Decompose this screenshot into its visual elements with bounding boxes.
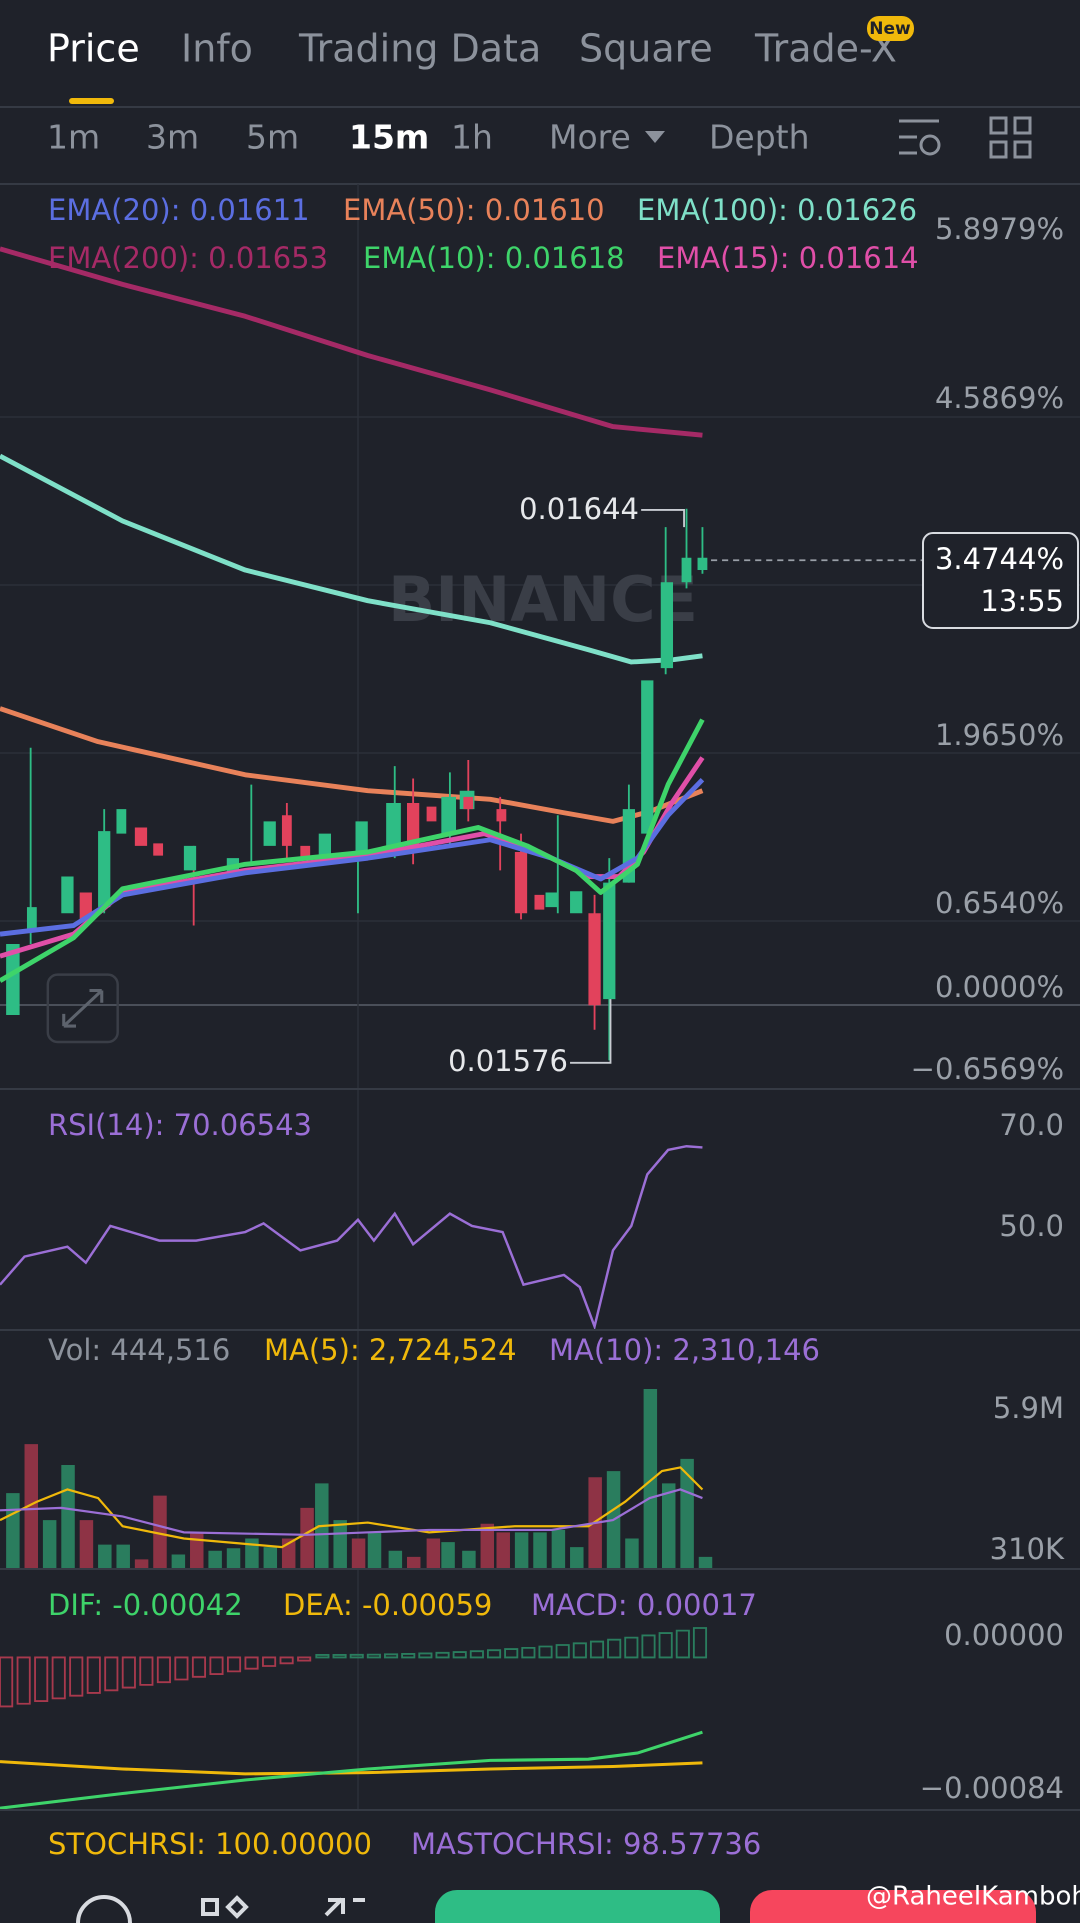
ema-label: EMA(100): 0.01626 xyxy=(637,193,917,227)
price-box-time: 13:55 xyxy=(980,584,1064,618)
ema-lines-front xyxy=(0,718,705,983)
axis-label: 0.00000 xyxy=(944,1618,1064,1652)
axis-label: 0.0000% xyxy=(935,970,1064,1004)
mastochrsi-label: MASTOCHRSI: 98.57736 xyxy=(411,1827,761,1861)
tab[interactable]: Trading Data xyxy=(298,27,541,71)
ema-label: EMA(200): 0.01653 xyxy=(48,241,328,275)
vol-ma5-line xyxy=(0,1466,704,1549)
tab-bar: Price Info Trading Data Square Trade-X N… xyxy=(47,16,914,104)
more-icon[interactable] xyxy=(76,1895,132,1923)
ema-label: EMA(10): 0.01618 xyxy=(363,241,625,275)
axis-label: −0.00084 xyxy=(920,1771,1064,1805)
ema-label: EMA(15): 0.01614 xyxy=(657,241,919,275)
dif-line xyxy=(0,1730,703,1810)
axis-label: −0.6569% xyxy=(911,1052,1064,1086)
vol-label: Vol: 444,516 xyxy=(48,1333,230,1367)
macd-hist-red xyxy=(0,1656,312,1708)
buy-button[interactable] xyxy=(435,1890,720,1923)
timeframe[interactable]: 1m xyxy=(47,118,100,157)
vol-ma-label: MA(5): 2,724,524 xyxy=(264,1333,517,1367)
ema200-line xyxy=(0,246,703,438)
ema100-line xyxy=(0,453,703,665)
extreme-leaders xyxy=(570,509,685,1064)
timeframe[interactable]: 15m xyxy=(349,118,429,157)
axis-label: 5.8979% xyxy=(935,212,1064,246)
layout-icon[interactable] xyxy=(989,116,1032,159)
tab-underline xyxy=(69,98,114,104)
tab[interactable]: Price xyxy=(47,27,140,71)
stochrsi-label: STOCHRSI: 100.00000 xyxy=(48,1827,372,1861)
credit: @RaheelKamboh xyxy=(866,1882,1080,1912)
ema-label: EMA(50): 0.01610 xyxy=(343,193,605,227)
ema10-line xyxy=(0,718,705,983)
vol-ma-label: MA(10): 2,310,146 xyxy=(549,1333,820,1367)
macd-hist-green xyxy=(315,1627,708,1659)
rsi-label: RSI(14): 70.06543 xyxy=(48,1108,312,1142)
timeframe-bar: 1m 3m 5m 15m 1h More Depth xyxy=(47,116,1032,159)
widgets-icon[interactable] xyxy=(201,1895,249,1919)
expand-icon xyxy=(62,988,104,1028)
timeframe[interactable]: 3m xyxy=(146,118,199,157)
expand-button[interactable] xyxy=(46,973,119,1044)
dropdown-arrow xyxy=(645,131,665,143)
more-menu[interactable]: More xyxy=(549,118,631,157)
axis-label: 70.0 xyxy=(999,1108,1064,1142)
axis-label: 0.6540% xyxy=(935,886,1064,920)
dif-label: DIF: -0.00042 xyxy=(48,1588,243,1622)
ema-lines xyxy=(0,246,704,824)
ema50-line xyxy=(0,706,704,824)
rsi-line xyxy=(0,1144,703,1331)
badge xyxy=(867,16,914,41)
tab[interactable]: Square xyxy=(579,27,713,71)
ema-label: EMA(20): 0.01611 xyxy=(48,193,310,227)
vol-ma10-line xyxy=(0,1488,703,1536)
tab[interactable]: Info xyxy=(181,27,253,71)
axis-label: 1.9650% xyxy=(935,718,1064,752)
dea-label: DEA: -0.00059 xyxy=(283,1588,492,1622)
badge-text: New xyxy=(869,19,911,39)
depth-tab[interactable]: Depth xyxy=(709,118,810,157)
timeframe[interactable]: 1h xyxy=(451,118,493,157)
volume-bars-red xyxy=(24,1444,602,1570)
share-icon[interactable] xyxy=(324,1897,365,1917)
watermark: BINANCE xyxy=(388,563,698,636)
timeframe[interactable]: 5m xyxy=(246,118,299,157)
high-label: 0.01644 xyxy=(519,492,639,526)
axis-label: 50.0 xyxy=(999,1209,1064,1243)
bottom-icons xyxy=(76,1895,365,1923)
price-box xyxy=(922,532,1079,629)
axis-label: 5.9M xyxy=(993,1391,1064,1425)
low-label: 0.01576 xyxy=(448,1044,568,1078)
macd-label: MACD: 0.00017 xyxy=(531,1588,757,1622)
price-box-value: 3.4744% xyxy=(935,542,1064,576)
axis-label: 4.5869% xyxy=(935,381,1064,415)
dea-line xyxy=(0,1760,703,1776)
chart-artwork xyxy=(0,246,922,1810)
sell-button[interactable] xyxy=(750,1890,1036,1923)
axis-label: 310K xyxy=(990,1532,1065,1566)
settings-icon[interactable] xyxy=(899,119,941,156)
candles-red xyxy=(79,796,601,1006)
